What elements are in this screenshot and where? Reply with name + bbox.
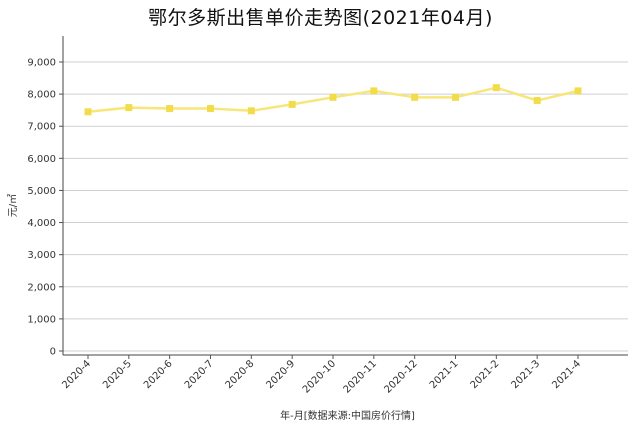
y-tick-label: 0 xyxy=(50,347,56,358)
data-point xyxy=(533,97,541,105)
y-tick-label: 4,000 xyxy=(27,218,56,229)
data-point xyxy=(84,108,92,116)
x-tick-label: 2021-3 xyxy=(509,358,542,391)
data-point xyxy=(452,93,459,101)
chart-title: 鄂尔多斯出售单价走势图(2021年04月) xyxy=(148,7,493,29)
x-tick-label: 2020-4 xyxy=(60,358,93,391)
y-tick-label: 9,000 xyxy=(27,58,56,69)
x-tick-label: 2020-5 xyxy=(101,358,134,391)
data-point xyxy=(207,105,214,113)
data-point xyxy=(574,87,582,95)
x-tick-label: 2021-4 xyxy=(550,358,583,391)
data-point xyxy=(247,107,255,115)
y-tick-label: 2,000 xyxy=(27,282,56,293)
x-tick-label: 2020-6 xyxy=(142,358,175,391)
x-tick-label: 2020-11 xyxy=(342,358,379,395)
y-tick-label: 6,000 xyxy=(27,154,56,165)
x-tick-label: 2020-10 xyxy=(301,358,338,395)
x-tick-label: 2021-1 xyxy=(428,358,461,391)
y-tick-label: 1,000 xyxy=(27,314,56,325)
axes xyxy=(59,36,628,359)
x-tick-label: 2020-9 xyxy=(264,358,297,391)
data-point xyxy=(166,105,174,113)
data-point xyxy=(329,93,337,101)
y-tick-label: 7,000 xyxy=(27,122,56,133)
grid-lines xyxy=(63,61,628,352)
x-axis-title: 年-月[数据来源:中国房价行情] xyxy=(280,409,415,422)
y-tick-label: 8,000 xyxy=(27,90,56,101)
data-point xyxy=(370,87,378,95)
x-tick-label: 2020-7 xyxy=(183,358,216,391)
x-tick-label: 2020-8 xyxy=(224,358,257,391)
y-axis-title: 元/㎡ xyxy=(7,194,19,217)
y-tick-label: 5,000 xyxy=(27,186,56,197)
x-tick-label: 2020-12 xyxy=(382,358,419,395)
data-point xyxy=(492,84,500,92)
data-point xyxy=(288,100,296,108)
series-layer xyxy=(84,84,582,116)
data-point xyxy=(125,104,133,112)
y-tick-label: 3,000 xyxy=(27,250,56,261)
data-point xyxy=(411,93,419,101)
x-tick-label: 2021-2 xyxy=(469,358,502,391)
